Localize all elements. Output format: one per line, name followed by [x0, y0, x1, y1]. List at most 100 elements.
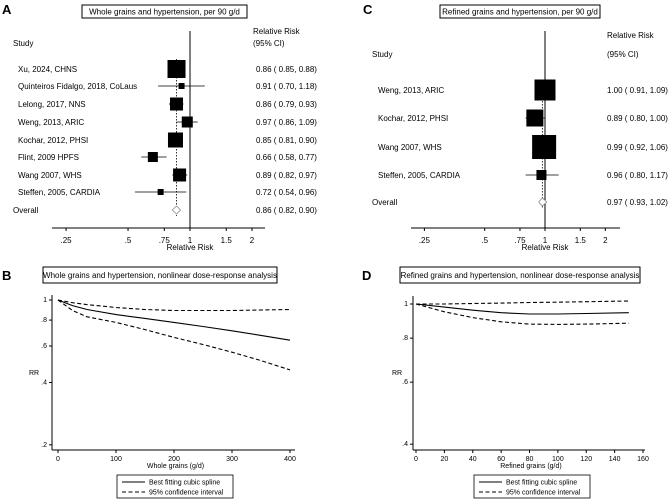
- study-header: Study: [372, 50, 392, 59]
- study-estimate: 0.91 ( 0.70, 1.18): [256, 82, 317, 91]
- overall-estimate: 0.97 ( 0.93, 1.02): [607, 198, 668, 207]
- x-tick-label: 60: [497, 456, 505, 463]
- x-tick-label: 2: [603, 236, 608, 245]
- panel-title: Refined grains and hypertension, per 90 …: [442, 8, 598, 17]
- study-label: Weng, 2013, ARIC: [18, 118, 84, 127]
- x-tick-label: 80: [526, 456, 534, 463]
- study-header: Study: [13, 39, 33, 48]
- study-estimate: 0.89 ( 0.82, 0.97): [256, 171, 317, 180]
- x-tick-label: 300: [226, 456, 238, 463]
- y-tick-label: .4: [41, 379, 47, 386]
- x-tick-label: 1: [543, 236, 548, 245]
- x-tick-label: 0: [56, 456, 60, 463]
- study-marker: [532, 135, 557, 159]
- x-tick-label: 2: [250, 236, 255, 245]
- x-tick-label: 40: [469, 456, 477, 463]
- x-tick-label: 20: [440, 456, 448, 463]
- study-label: Lelong, 2017, NNS: [18, 100, 86, 109]
- forest-plot-a: A Whole grains and hypertension, per 90 g…: [2, 2, 317, 252]
- overall-label: Overall: [372, 198, 398, 207]
- study-label: Wang 2007, WHS: [18, 171, 82, 180]
- study-label: Kochar, 2012, PHSI: [18, 136, 88, 145]
- x-tick-label: .75: [514, 236, 526, 245]
- legend-label: Best fitting cubic spline: [506, 480, 577, 487]
- y-tick-label: .4: [402, 441, 408, 448]
- study-estimate: 0.85 ( 0.81, 0.90): [256, 136, 317, 145]
- study-marker: [181, 116, 193, 128]
- x-tick-label: .25: [419, 236, 431, 245]
- ci-header: (95% CI): [607, 50, 639, 59]
- study-estimate: 0.99 ( 0.92, 1.06): [607, 143, 668, 152]
- study-estimate: 0.86 ( 0.85, 0.88): [256, 65, 317, 74]
- x-tick-label: 100: [552, 456, 564, 463]
- y-tick-label: .2: [41, 442, 47, 449]
- panel-letter: A: [2, 2, 12, 17]
- x-axis-label: Relative Risk: [167, 243, 215, 252]
- x-tick-label: 1.5: [575, 236, 587, 245]
- x-tick-label: .5: [481, 236, 488, 245]
- study-estimate: 0.89 ( 0.80, 1.00): [607, 114, 668, 123]
- rr-header: Relative Risk: [607, 31, 655, 40]
- overall-diamond: [171, 205, 182, 215]
- study-estimate: 0.66 ( 0.58, 0.77): [256, 153, 317, 162]
- title-box: [42, 266, 278, 284]
- study-estimate: 1.00 ( 0.91, 1.09): [607, 86, 668, 95]
- study-marker: [173, 168, 187, 182]
- panel-title: Refined grains and hypertension, nonline…: [401, 271, 640, 280]
- legend-box: [473, 474, 591, 499]
- legend-label: 95% confidence interval: [149, 490, 224, 497]
- study-label: Xu, 2024, CHNS: [18, 65, 77, 74]
- x-tick-label: 0: [414, 456, 418, 463]
- study-marker: [167, 132, 183, 148]
- legend: Best fitting cubic spline 95% confidence …: [116, 474, 234, 499]
- x-tick-label: .25: [61, 236, 73, 245]
- y-tick-label: .6: [41, 343, 47, 350]
- ci-header: (95% CI): [253, 39, 285, 48]
- x-tick-label: .5: [125, 236, 132, 245]
- y-tick-label: .8: [402, 335, 408, 342]
- study-estimate: 0.97 ( 0.86, 1.09): [256, 118, 317, 127]
- panel-letter: C: [363, 2, 373, 17]
- dose-response-plot-d: D Refined grains and hypertension, nonlin…: [362, 266, 649, 499]
- x-tick-label: 1: [188, 236, 193, 245]
- x-tick-label: 200: [168, 456, 180, 463]
- panel-title: Whole grains and hypertension, per 90 g/…: [89, 8, 240, 17]
- study-marker: [536, 170, 547, 180]
- dose-response-plot-b: B Whole grains and hypertension, nonlinea…: [2, 266, 296, 499]
- overall-label: Overall: [13, 206, 39, 215]
- study-label: Kochar, 2012, PHSI: [378, 114, 448, 123]
- title-box: [399, 266, 641, 284]
- y-axis-label: RR: [29, 370, 39, 377]
- study-estimate: 0.96 ( 0.80, 1.17): [607, 171, 668, 180]
- study-label: Wang 2007, WHS: [378, 143, 442, 152]
- x-axis-label: Relative Risk: [522, 243, 570, 252]
- study-label: Quinteiros Fidalgo, 2018, CoLaus: [18, 82, 137, 91]
- study-marker: [178, 83, 185, 89]
- overall-estimate: 0.86 ( 0.82, 0.90): [256, 206, 317, 215]
- legend-label: Best fitting cubic spline: [149, 480, 220, 487]
- study-marker: [147, 152, 158, 162]
- y-axis-label: RR: [392, 370, 402, 377]
- panel-title: Whole grains and hypertension, nonlinear…: [43, 271, 277, 280]
- y-tick-label: .8: [41, 317, 47, 324]
- overall-diamond: [538, 197, 548, 207]
- study-marker: [534, 79, 556, 101]
- x-tick-label: 400: [284, 456, 296, 463]
- x-axis-label: Refined grains (g/d): [500, 463, 561, 470]
- study-marker: [170, 97, 184, 111]
- x-axis-label: Whole grains (g/d): [147, 463, 204, 470]
- legend-box: [116, 474, 234, 499]
- study-label: Steffen, 2005, CARDIA: [18, 188, 101, 197]
- x-tick-label: 100: [110, 456, 122, 463]
- study-estimate: 0.72 ( 0.54, 0.96): [256, 188, 317, 197]
- y-tick-label: 1: [43, 297, 47, 304]
- rr-header: Relative Risk: [253, 27, 301, 36]
- x-tick-label: 1.5: [221, 236, 233, 245]
- forest-plot-c: C Refined grains and hypertension, per 90…: [363, 2, 668, 252]
- spline-line: [415, 303, 629, 315]
- title-box: [439, 4, 601, 19]
- x-tick-label: 140: [609, 456, 621, 463]
- confidence-interval-line: [57, 299, 291, 312]
- confidence-interval-line: [57, 299, 291, 371]
- spline-line: [57, 299, 291, 341]
